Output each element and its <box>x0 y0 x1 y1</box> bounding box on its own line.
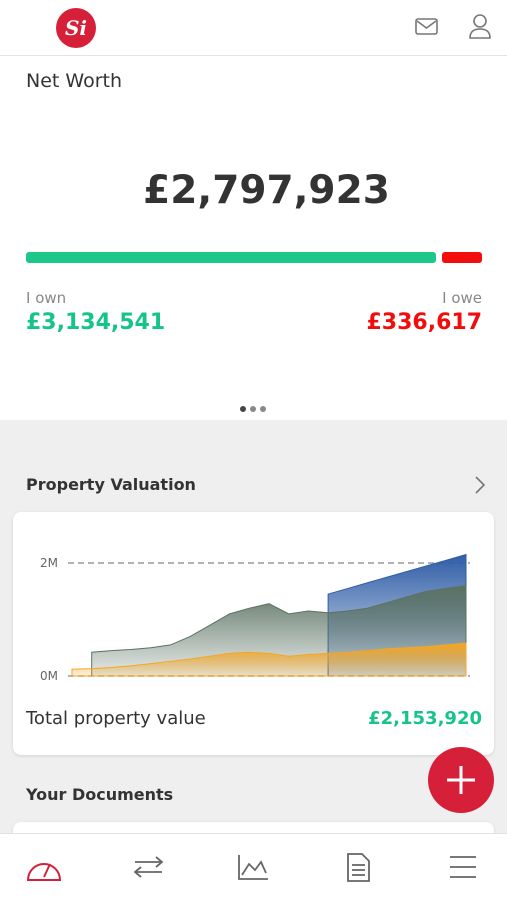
documents-title: Your Documents <box>26 785 174 804</box>
y-tick-label: 0M <box>40 669 58 683</box>
chart-icon[interactable] <box>238 855 268 880</box>
user-icon[interactable] <box>466 12 494 42</box>
menu-icon[interactable] <box>450 856 476 878</box>
net-worth-title: Net Worth <box>26 70 122 92</box>
property-chart: 0M 2M <box>40 553 470 683</box>
y-tick-label: 2M <box>40 556 58 570</box>
net-worth-panel <box>0 56 507 420</box>
owe-bar <box>442 252 482 263</box>
total-property-label: Total property value <box>26 708 206 729</box>
bottom-nav <box>0 833 507 901</box>
own-bar <box>26 252 436 263</box>
page-dots[interactable] <box>236 404 272 414</box>
chevron-icon[interactable] <box>472 474 488 496</box>
property-title[interactable]: Property Valuation <box>26 475 196 494</box>
own-label: I own <box>26 289 67 307</box>
document-icon[interactable] <box>347 853 370 882</box>
mail-icon[interactable] <box>412 14 442 40</box>
own-value: £3,134,541 <box>26 310 166 335</box>
dashboard-icon[interactable] <box>26 863 62 881</box>
logo[interactable]: Si <box>56 8 96 48</box>
total-property-value: £2,153,920 <box>368 708 482 729</box>
transfer-icon[interactable] <box>133 856 164 878</box>
add-button[interactable] <box>428 747 494 813</box>
area <box>71 642 467 677</box>
net-worth-total: £2,797,923 <box>143 168 390 213</box>
owe-value: £336,617 <box>366 310 482 335</box>
owe-label: I owe <box>442 289 482 307</box>
nav-icons <box>26 853 476 882</box>
